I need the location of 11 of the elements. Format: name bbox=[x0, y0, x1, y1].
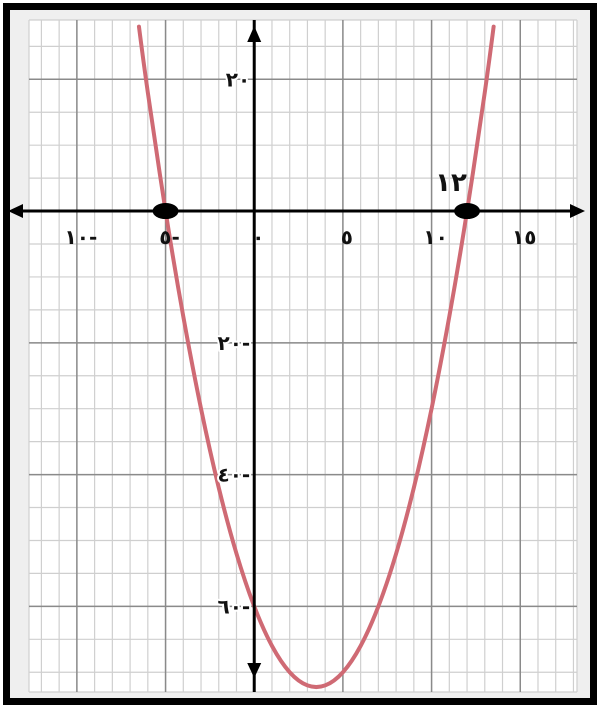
x-tick-label: ٥ bbox=[340, 225, 354, 250]
y-tick-label: ٢٠ bbox=[226, 67, 250, 92]
annotation: ١٢ bbox=[435, 168, 468, 198]
y-tick-label: ٤٠- bbox=[217, 462, 250, 487]
line-series bbox=[136, 24, 496, 688]
x-tick-label: ١٥ bbox=[512, 225, 536, 250]
y-tick-label: ٢٠- bbox=[217, 330, 250, 355]
y-tick-label: ٦٠- bbox=[217, 594, 250, 618]
x-tick-label: ١٠ bbox=[423, 225, 448, 250]
x-tick-label: ١٠- bbox=[64, 225, 98, 250]
x-tick-label: ٠ bbox=[252, 225, 264, 250]
